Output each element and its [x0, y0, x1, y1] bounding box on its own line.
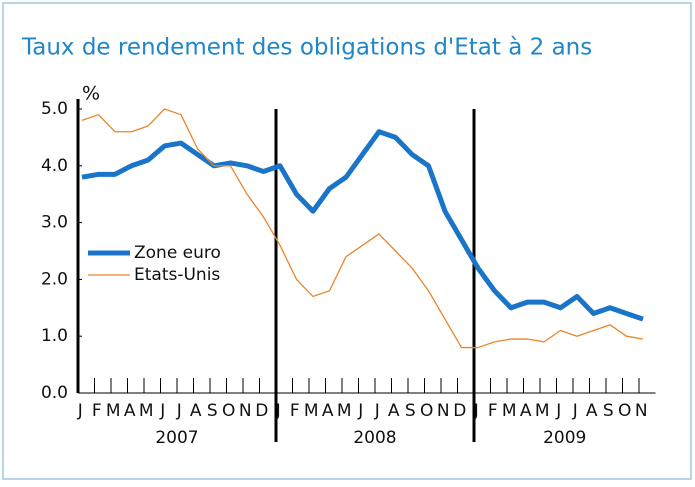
x-tick-label: J: [374, 401, 380, 421]
x-tick-label: S: [405, 401, 416, 421]
x-tick-label: M: [337, 401, 352, 421]
legend-label: Etats-Unis: [134, 265, 220, 285]
x-tick-label: A: [322, 401, 334, 421]
x-tick-label: F: [92, 401, 102, 421]
frame: [2, 2, 692, 480]
x-tick-label: M: [304, 401, 319, 421]
x-tick-label: M: [535, 401, 550, 421]
year-label: 2009: [543, 428, 586, 448]
y-tick-label: 0.0: [41, 383, 68, 403]
chart-title: Taux de rendement des obligations d'Etat…: [21, 35, 592, 61]
x-tick-label: J: [77, 401, 83, 421]
x-tick-label: O: [222, 401, 235, 421]
x-tick-label: D: [255, 401, 268, 421]
x-tick-label: S: [603, 401, 614, 421]
x-tick-label: J: [159, 401, 165, 421]
series-line: [81, 129, 644, 322]
x-tick-label: J: [473, 401, 479, 421]
x-tick-label: D: [453, 401, 466, 421]
x-tick-label: O: [618, 401, 631, 421]
x-tick-label: J: [572, 401, 578, 421]
y-unit: %: [82, 83, 100, 105]
x-tick-label: M: [502, 401, 517, 421]
x-tick-label: J: [176, 401, 182, 421]
x-tick-label: O: [420, 401, 433, 421]
x-tick-label: A: [388, 401, 400, 421]
x-tick-label: S: [207, 401, 218, 421]
x-tick-label: J: [357, 401, 363, 421]
x-tick-label: J: [555, 401, 561, 421]
x-tick-label: J: [275, 401, 281, 421]
y-tick-label: 5.0: [41, 99, 68, 119]
year-label: 2008: [353, 428, 396, 448]
x-tick-label: A: [190, 401, 202, 421]
x-tick-label: F: [488, 401, 498, 421]
x-tick-label: F: [290, 401, 300, 421]
y-tick-label: 2.0: [41, 269, 68, 289]
y-tick-label: 4.0: [41, 156, 68, 176]
series-line: [81, 108, 644, 349]
x-tick-label: N: [239, 401, 252, 421]
year-label: 2007: [155, 428, 198, 448]
y-tick-label: 1.0: [41, 326, 68, 346]
x-tick-label: A: [124, 401, 136, 421]
x-tick-label: A: [520, 401, 532, 421]
y-tick-label: 3.0: [41, 213, 68, 233]
x-tick-label: A: [586, 401, 598, 421]
x-tick-label: M: [139, 401, 154, 421]
x-tick-label: M: [106, 401, 121, 421]
x-tick-label: N: [635, 401, 648, 421]
legend-label: Zone euro: [134, 243, 221, 263]
x-tick-label: N: [437, 401, 450, 421]
